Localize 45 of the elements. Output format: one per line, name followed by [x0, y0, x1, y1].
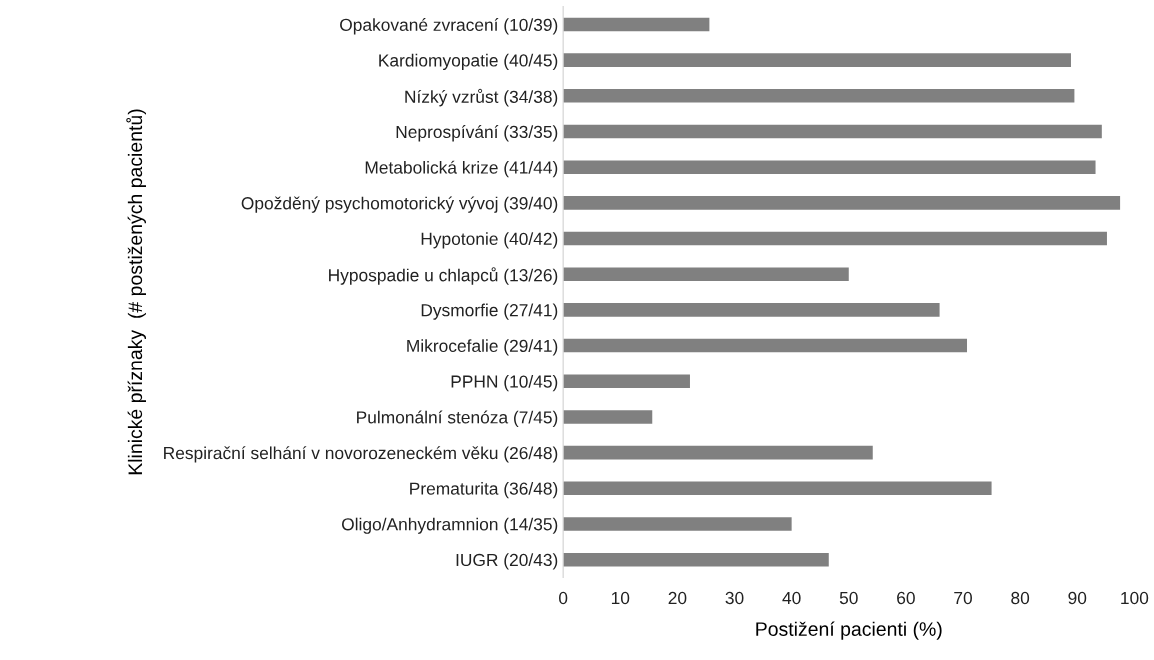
y-tick-label: Pulmonální stenóza (7/45) — [357, 410, 558, 427]
bar — [563, 160, 1096, 174]
bar — [563, 481, 992, 496]
x-tick-label: 100 — [1121, 591, 1149, 605]
y-tick-label: Mikrocefalie (29/41) — [407, 339, 558, 356]
bar — [563, 17, 710, 32]
y-tick-label: Prematurita (36/48) — [410, 482, 558, 499]
x-axis-title: Postižení pacienti (%) — [756, 621, 942, 640]
y-tick-label: Dysmorfie (27/41) — [421, 303, 558, 320]
bar — [563, 89, 1075, 103]
bar — [563, 231, 1107, 246]
y-tick-label: Metabolická krize (41/44) — [365, 160, 558, 178]
x-tick-label: 20 — [668, 591, 687, 605]
bar — [563, 303, 940, 317]
x-tick-label: 90 — [1068, 591, 1087, 605]
bar — [563, 374, 690, 389]
x-tick-label: 10 — [611, 591, 630, 605]
y-tick-label: Respirační selhání v novorozeneckém věku (26/48) — [164, 446, 558, 463]
y-tick-label: Hypotonie (40/42) — [421, 232, 558, 249]
bar — [563, 338, 968, 353]
y-tick-label: Hypospadie u chlapců (13/26) — [329, 267, 558, 285]
bar — [563, 410, 653, 424]
y-tick-label: Oligo/Anhydramnion (14/35) — [342, 517, 558, 534]
x-tick-label: 80 — [1011, 591, 1030, 605]
x-tick-label: 40 — [782, 591, 801, 605]
y-axis-title: Klinické příznaky (# postižených pacientů) — [126, 109, 146, 475]
y-tick-label: Neprospívání (33/35) — [396, 125, 558, 142]
x-tick-label: 30 — [725, 591, 744, 605]
x-tick-label: 70 — [954, 591, 972, 605]
bar — [563, 267, 849, 281]
y-tick-label: Nízký vzrůst (34/38) — [405, 88, 558, 107]
bar — [563, 196, 1121, 210]
bar — [563, 124, 1102, 139]
y-tick-label: IUGR (20/43) — [456, 553, 558, 570]
y-tick-label: Opakované zvracení (10/39) — [340, 18, 558, 35]
y-tick-label: PPHN (10/45) — [451, 374, 558, 392]
bar — [563, 517, 792, 531]
bar — [563, 53, 1071, 67]
x-tick-label: 60 — [897, 591, 915, 605]
x-tick-label: 0 — [559, 591, 568, 605]
bar — [563, 552, 829, 567]
y-tick-label: Opožděný psychomotorický vývoj (39/40) — [241, 196, 558, 213]
x-tick-label: 50 — [839, 591, 858, 605]
y-tick-label: Kardiomyopatie (40/45) — [379, 53, 558, 71]
bar — [563, 445, 873, 460]
